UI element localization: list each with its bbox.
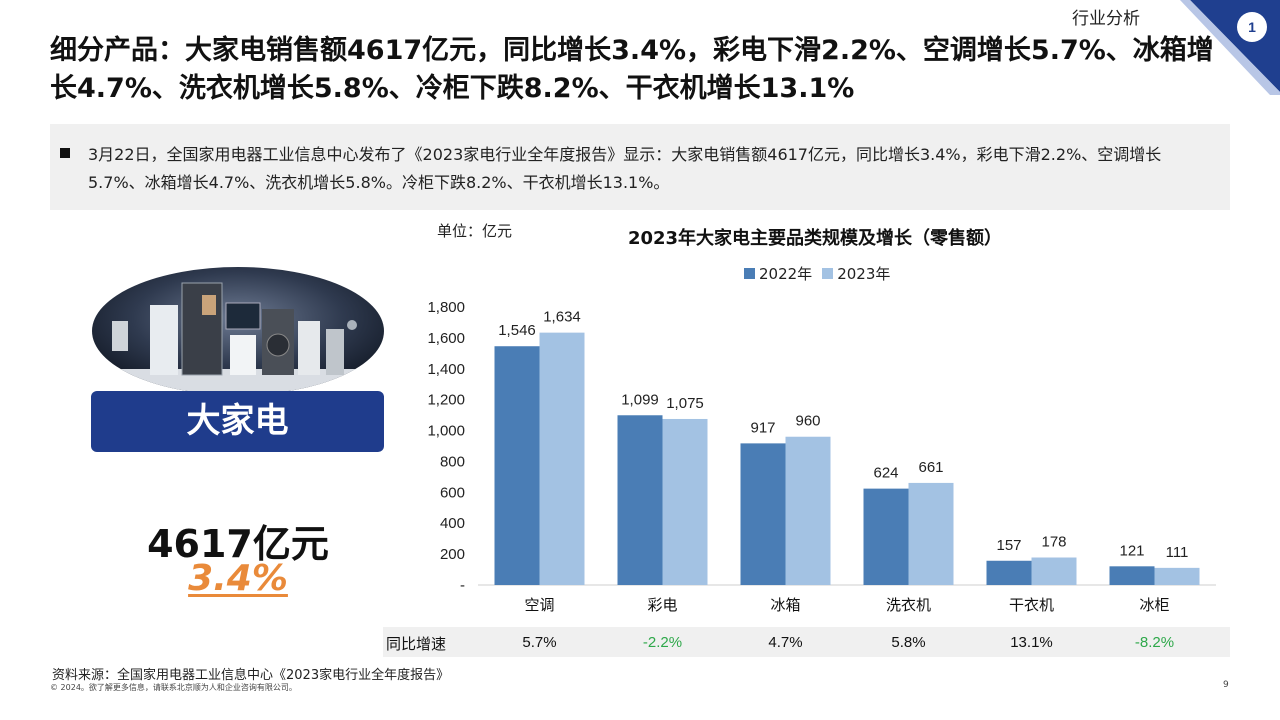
chart-unit-label: 单位：亿元 bbox=[437, 222, 513, 240]
y-tick-label: 800 bbox=[440, 453, 465, 470]
bar-2022年-洗衣机 bbox=[863, 488, 909, 585]
data-label: 917 bbox=[750, 419, 775, 436]
page-title: 细分产品：大家电销售额4617亿元，同比增长3.4%，彩电下滑2.2%、空调增长… bbox=[50, 35, 1214, 104]
bar-2023年-冰柜 bbox=[1154, 567, 1200, 585]
bar-2023年-空调 bbox=[539, 332, 585, 585]
chart-title: 2023年大家电主要品类规模及增长（零售额） bbox=[627, 228, 1003, 249]
growth-row-label: 同比增速 bbox=[386, 635, 447, 653]
y-tick-label: 1,600 bbox=[427, 330, 465, 347]
bar-2023年-干衣机 bbox=[1031, 557, 1077, 585]
data-label: 1,546 bbox=[498, 322, 536, 339]
data-label: 661 bbox=[918, 459, 943, 476]
x-tick-label: 干衣机 bbox=[1009, 596, 1054, 614]
y-tick-label: 200 bbox=[440, 546, 465, 563]
bar-2023年-洗衣机 bbox=[908, 482, 954, 585]
data-label: 1,634 bbox=[543, 309, 581, 326]
x-tick-label: 冰箱 bbox=[770, 596, 800, 614]
y-tick-label: 1,800 bbox=[427, 299, 465, 316]
note-text: 3月22日，全国家用电器工业信息中心发布了《2023家电行业全年度报告》显示：大… bbox=[88, 145, 1162, 192]
bar-2022年-彩电 bbox=[617, 415, 663, 585]
y-tick-label: - bbox=[460, 577, 465, 594]
data-label: 1,075 bbox=[666, 395, 704, 412]
data-label: 121 bbox=[1119, 542, 1144, 559]
x-tick-label: 洗衣机 bbox=[886, 596, 931, 614]
total-sales-value: 4617亿元 bbox=[147, 522, 329, 566]
bar-2022年-冰箱 bbox=[740, 443, 786, 585]
copyright-note: © 2024。欲了解更多信息，请联系北京顺为人和企业咨询有限公司。 bbox=[50, 683, 297, 692]
product-category-label: 大家电 bbox=[91, 391, 384, 452]
bar-2022年-空调 bbox=[494, 346, 540, 585]
data-label: 111 bbox=[1166, 544, 1189, 561]
y-tick-label: 400 bbox=[440, 515, 465, 532]
x-tick-label: 空调 bbox=[524, 596, 554, 614]
y-tick-label: 600 bbox=[440, 484, 465, 501]
legend-item-2022: 2022年 bbox=[744, 263, 812, 284]
note-box bbox=[50, 124, 1230, 210]
data-label: 1,099 bbox=[621, 391, 659, 408]
bullet-square-icon bbox=[60, 148, 70, 158]
legend-label-2022: 2022年 bbox=[759, 265, 813, 283]
data-label: 157 bbox=[996, 537, 1021, 554]
data-label: 624 bbox=[873, 465, 898, 482]
legend-label-2023: 2023年 bbox=[837, 265, 891, 283]
page-section-number: 1 bbox=[1237, 12, 1267, 42]
bar-2022年-冰柜 bbox=[1109, 566, 1155, 585]
bar-2023年-冰箱 bbox=[785, 436, 831, 585]
growth-row bbox=[383, 627, 1230, 657]
section-label: 行业分析 bbox=[1072, 9, 1140, 29]
legend-swatch-2022 bbox=[744, 268, 755, 279]
data-label: 178 bbox=[1041, 534, 1066, 551]
bar-2022年-干衣机 bbox=[986, 560, 1032, 585]
legend-swatch-2023 bbox=[822, 268, 834, 279]
chart-legend: 2022年 2023年 bbox=[744, 263, 890, 284]
page-number: 9 bbox=[1223, 680, 1229, 690]
total-growth-value: 3.4% bbox=[90, 558, 386, 599]
y-tick-label: 1,200 bbox=[427, 392, 465, 409]
bar-2023年-彩电 bbox=[662, 418, 708, 585]
y-tick-label: 1,400 bbox=[427, 361, 465, 378]
total-growth-text: 3.4% bbox=[188, 558, 288, 599]
x-tick-label: 冰柜 bbox=[1139, 596, 1169, 614]
x-tick-label: 彩电 bbox=[647, 596, 677, 614]
data-label: 960 bbox=[795, 413, 820, 430]
legend-item-2023: 2023年 bbox=[822, 263, 890, 284]
y-tick-label: 1,000 bbox=[427, 423, 465, 440]
appliances-image bbox=[92, 267, 384, 395]
source-note: 资料来源：全国家用电器工业信息中心《2023家电行业全年度报告》 bbox=[52, 668, 450, 683]
